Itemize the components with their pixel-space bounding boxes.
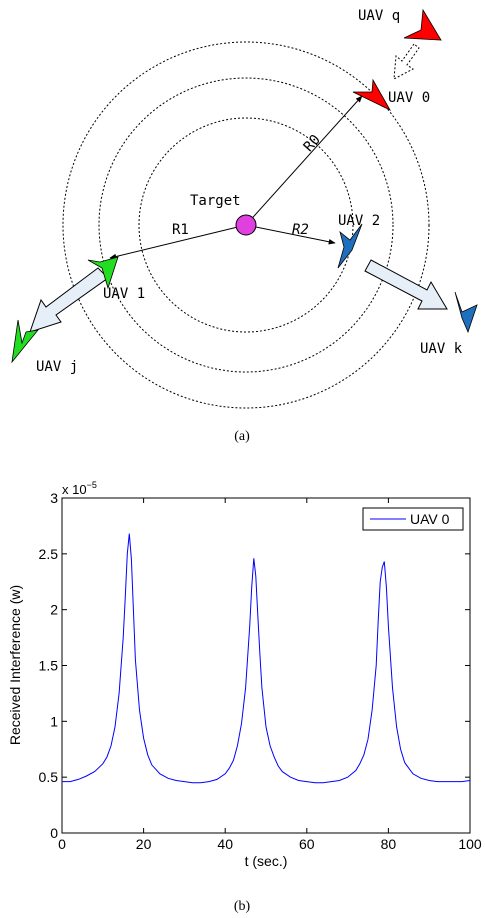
uav-2-label: UAV 2 [338,213,380,229]
target-label: Target [190,193,241,209]
y-tick-label: 1 [50,713,58,729]
y-tick-label: 0.5 [39,769,59,785]
chart-legend: UAV 0 [362,507,464,531]
range-circle-outer [62,41,430,409]
x-axis-label: t (sec.) [245,853,288,869]
x-tick-label: 60 [299,836,315,852]
x-tick-label: 80 [381,836,397,852]
motion-arrow-uav-2-to-k [364,259,448,310]
exponent-power: −5 [87,480,97,490]
r1-label: R1 [172,222,189,238]
range-circle-middle [98,77,394,373]
y-tick-label: 2 [50,602,58,618]
uav-0-label: UAV 0 [388,90,430,106]
uav-k-icon [454,291,478,334]
caption-a: (a) [234,429,250,444]
r2-label: R2 [292,222,309,238]
target-marker [235,214,257,236]
y-tick-label: 0 [50,825,58,841]
motion-arrow-uav-1-to-j [29,267,109,333]
x-tick-label: 100 [458,836,482,852]
radius-arrow-r0 [245,95,363,226]
y-tick-label: 2.5 [39,546,59,562]
uav-q-label: UAV q [358,8,400,24]
series-line-uav-0 [62,533,471,784]
range-circle-inner [138,117,354,333]
y-tick-label: 1.5 [39,658,59,674]
x-tick-label: 40 [217,836,233,852]
radius-arrow-r2 [245,224,336,245]
uav-1-label: UAV 1 [103,286,145,302]
uav-q-icon [403,8,442,41]
y-axis-label: Received Interference (w) [7,585,23,745]
legend-box [362,507,464,531]
plot-area [61,497,471,834]
y-tick-label: 3 [50,490,58,506]
dashed-motion-arrow [393,43,420,80]
exponent-label: x 10−5 [62,480,97,497]
uav-j-icon [11,319,39,364]
uav-j-label: UAV j [36,359,78,375]
uav-0-icon [352,78,391,111]
caption-b: (b) [234,899,251,914]
interference-chart: 0 20 40 60 80 100 0 0.5 1 1.5 2 2.5 3 UAV 0 x 10−5 t… [7,480,482,869]
uav-k-label: UAV k [420,341,463,357]
radius-arrow-r1 [109,224,247,260]
uav-2-icon [337,223,363,269]
x-tick-label: 20 [136,836,152,852]
uav-1-icon [87,256,119,290]
exponent-base: x 10 [62,482,87,497]
legend-label: UAV 0 [410,511,450,527]
x-tick-label: 0 [58,836,66,852]
